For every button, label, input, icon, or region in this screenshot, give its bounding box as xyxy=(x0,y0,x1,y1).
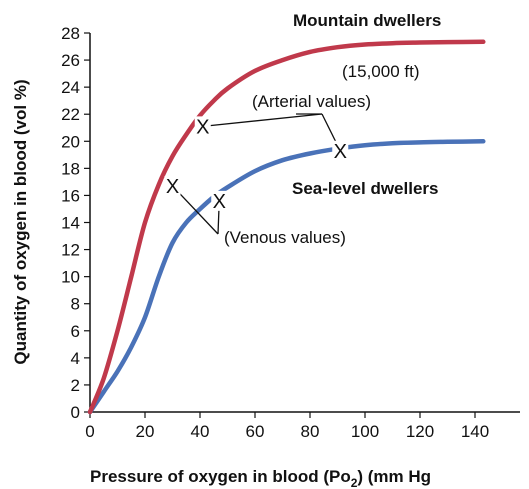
x-tick-label: 100 xyxy=(351,422,379,441)
y-tick-label: 4 xyxy=(71,349,80,368)
x-axis-title-subscript: 2 xyxy=(351,476,358,489)
marker-background xyxy=(211,190,228,211)
x-tick-label: 80 xyxy=(301,422,320,441)
x-tick-label: 140 xyxy=(461,422,489,441)
y-tick-label: 20 xyxy=(61,132,80,151)
x-tick-label: 40 xyxy=(191,422,210,441)
y-tick-label: 10 xyxy=(61,268,80,287)
marker-x-arterial: X xyxy=(334,141,347,163)
marker-x-venous: X xyxy=(213,191,226,213)
marker-background xyxy=(194,116,211,137)
y-tick-label: 0 xyxy=(71,403,80,422)
y-tick-label: 18 xyxy=(61,159,80,178)
x-axis-title-main: Pressure of oxygen in blood (Po xyxy=(90,467,351,486)
y-tick-label: 6 xyxy=(71,322,80,341)
y-tick-label: 12 xyxy=(61,241,80,260)
y-tick-label: 28 xyxy=(61,24,80,43)
curve-mountain-dwellers xyxy=(87,39,486,415)
marker-x-arterial: X xyxy=(196,116,209,138)
y-tick-label: 26 xyxy=(61,51,80,70)
marker-background xyxy=(332,140,349,161)
y-tick-label: 2 xyxy=(71,376,80,395)
series-subtitle-altitude: (15,000 ft) xyxy=(342,62,420,81)
value-markers: X X X X xyxy=(164,116,349,213)
marker-x-venous: X xyxy=(166,176,179,198)
annotation-arterial-values: (Arterial values) xyxy=(252,92,371,111)
y-tick-label: 8 xyxy=(71,295,80,314)
series-label-mountain-dwellers: Mountain dwellers xyxy=(293,11,441,30)
x-tick-label: 120 xyxy=(406,422,434,441)
x-axis-title: Pressure of oxygen in blood (Po2) (mm Hg xyxy=(90,467,431,489)
y-tick-label: 24 xyxy=(61,78,80,97)
y-tick-label: 22 xyxy=(61,105,80,124)
annotation-venous-values: (Venous values) xyxy=(224,228,346,247)
series-label-sea-level-dwellers: Sea-level dwellers xyxy=(292,179,438,198)
x-tick-label: 20 xyxy=(136,422,155,441)
leader-line-arterial xyxy=(202,113,323,128)
x-tick-label: 60 xyxy=(246,422,265,441)
y-tick-label: 16 xyxy=(61,186,80,205)
axes xyxy=(89,33,520,413)
x-axis-title-suffix: ) (mm Hg xyxy=(357,467,431,486)
x-tick-label: 0 xyxy=(85,422,94,441)
y-axis-title: Quantity of oxygen in blood (vol %) xyxy=(11,79,30,364)
marker-background xyxy=(164,175,181,196)
y-tick-label: 14 xyxy=(61,214,80,233)
